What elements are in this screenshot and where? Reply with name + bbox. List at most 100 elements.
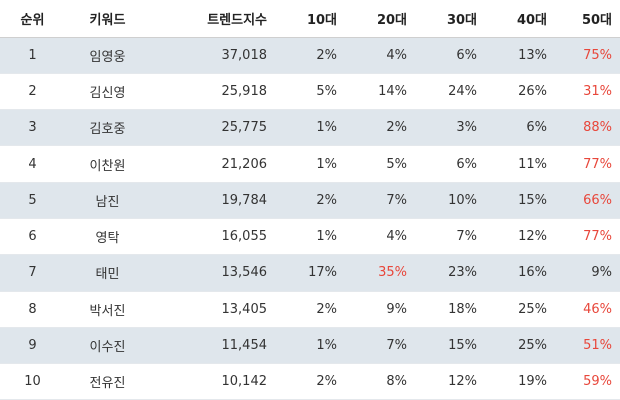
cell-age-30s: 23% bbox=[415, 254, 485, 292]
cell-age-40s: 15% bbox=[485, 182, 555, 219]
cell-age-40s: 19% bbox=[485, 363, 555, 400]
cell-age-50s: 66% bbox=[555, 182, 620, 219]
table-row: 3 김호중 25,775 1% 2% 3% 6% 88% bbox=[0, 109, 620, 147]
header-age-30s: 30대 bbox=[415, 0, 485, 38]
cell-age-20s: 4% bbox=[345, 37, 415, 74]
cell-age-20s: 8% bbox=[345, 363, 415, 400]
cell-age-20s: 4% bbox=[345, 218, 415, 256]
cell-rank: 5 bbox=[0, 182, 65, 219]
cell-trend-index: 13,546 bbox=[150, 254, 275, 292]
table-row: 7 태민 13,546 17% 35% 23% 16% 9% bbox=[0, 254, 620, 292]
cell-rank: 9 bbox=[0, 327, 65, 365]
cell-age-10s: 5% bbox=[275, 73, 345, 111]
cell-keyword: 태민 bbox=[65, 254, 150, 292]
table-row: 5 남진 19,784 2% 7% 10% 15% 66% bbox=[0, 182, 620, 219]
cell-age-40s: 12% bbox=[485, 218, 555, 256]
cell-age-10s: 1% bbox=[275, 218, 345, 256]
cell-age-10s: 2% bbox=[275, 363, 345, 400]
cell-rank: 1 bbox=[0, 37, 65, 74]
header-trend-index: 트렌드지수 bbox=[150, 0, 275, 38]
cell-age-40s: 25% bbox=[485, 327, 555, 365]
cell-age-50s: 77% bbox=[555, 218, 620, 256]
cell-age-20s: 35% bbox=[345, 254, 415, 292]
cell-age-20s: 7% bbox=[345, 182, 415, 219]
header-age-40s: 40대 bbox=[485, 0, 555, 38]
cell-trend-index: 25,918 bbox=[150, 73, 275, 111]
cell-age-30s: 18% bbox=[415, 291, 485, 328]
table-header-row: 순위 키워드 트렌드지수 10대 20대 30대 40대 50대 bbox=[0, 0, 620, 38]
table-row: 6 영탁 16,055 1% 4% 7% 12% 77% bbox=[0, 218, 620, 256]
cell-trend-index: 16,055 bbox=[150, 218, 275, 256]
cell-age-20s: 2% bbox=[345, 109, 415, 147]
cell-trend-index: 37,018 bbox=[150, 37, 275, 74]
cell-keyword: 이찬원 bbox=[65, 145, 150, 183]
cell-age-30s: 3% bbox=[415, 109, 485, 147]
cell-keyword: 영탁 bbox=[65, 218, 150, 256]
header-age-10s: 10대 bbox=[275, 0, 345, 38]
cell-trend-index: 21,206 bbox=[150, 145, 275, 183]
cell-age-30s: 24% bbox=[415, 73, 485, 111]
cell-keyword: 임영웅 bbox=[65, 37, 150, 74]
table-row: 2 김신영 25,918 5% 14% 24% 26% 31% bbox=[0, 73, 620, 111]
cell-rank: 10 bbox=[0, 363, 65, 400]
cell-rank: 2 bbox=[0, 73, 65, 111]
cell-age-30s: 15% bbox=[415, 327, 485, 365]
cell-age-40s: 25% bbox=[485, 291, 555, 328]
cell-rank: 6 bbox=[0, 218, 65, 256]
cell-trend-index: 25,775 bbox=[150, 109, 275, 147]
cell-age-50s: 77% bbox=[555, 145, 620, 183]
cell-rank: 4 bbox=[0, 145, 65, 183]
cell-age-50s: 31% bbox=[555, 73, 620, 111]
cell-age-10s: 2% bbox=[275, 291, 345, 328]
table-row: 9 이수진 11,454 1% 7% 15% 25% 51% bbox=[0, 327, 620, 365]
table-body: 1 임영웅 37,018 2% 4% 6% 13% 75% 2 김신영 25,918 5% 14% 24%… bbox=[0, 37, 620, 400]
table-row: 10 전유진 10,142 2% 8% 12% 19% 59% bbox=[0, 363, 620, 400]
cell-age-30s: 10% bbox=[415, 182, 485, 219]
cell-keyword: 전유진 bbox=[65, 363, 150, 400]
cell-age-50s: 75% bbox=[555, 37, 620, 74]
cell-rank: 8 bbox=[0, 291, 65, 328]
cell-trend-index: 13,405 bbox=[150, 291, 275, 328]
cell-keyword: 김호중 bbox=[65, 109, 150, 147]
cell-age-20s: 14% bbox=[345, 73, 415, 111]
cell-age-40s: 11% bbox=[485, 145, 555, 183]
cell-age-10s: 17% bbox=[275, 254, 345, 292]
cell-age-10s: 1% bbox=[275, 327, 345, 365]
cell-trend-index: 10,142 bbox=[150, 363, 275, 400]
header-keyword: 키워드 bbox=[65, 0, 150, 38]
cell-age-10s: 1% bbox=[275, 109, 345, 147]
cell-age-20s: 7% bbox=[345, 327, 415, 365]
cell-age-10s: 1% bbox=[275, 145, 345, 183]
cell-age-20s: 5% bbox=[345, 145, 415, 183]
header-age-50s: 50대 bbox=[555, 0, 620, 38]
cell-age-50s: 88% bbox=[555, 109, 620, 147]
cell-age-40s: 16% bbox=[485, 254, 555, 292]
table-row: 4 이찬원 21,206 1% 5% 6% 11% 77% bbox=[0, 145, 620, 183]
cell-age-50s: 51% bbox=[555, 327, 620, 365]
cell-age-50s: 46% bbox=[555, 291, 620, 328]
cell-rank: 3 bbox=[0, 109, 65, 147]
header-age-20s: 20대 bbox=[345, 0, 415, 38]
cell-age-30s: 6% bbox=[415, 145, 485, 183]
cell-age-50s: 9% bbox=[555, 254, 620, 292]
cell-keyword: 이수진 bbox=[65, 327, 150, 365]
header-rank: 순위 bbox=[0, 0, 65, 38]
cell-rank: 7 bbox=[0, 254, 65, 292]
table-row: 1 임영웅 37,018 2% 4% 6% 13% 75% bbox=[0, 37, 620, 74]
cell-age-50s: 59% bbox=[555, 363, 620, 400]
cell-trend-index: 19,784 bbox=[150, 182, 275, 219]
cell-age-40s: 26% bbox=[485, 73, 555, 111]
table-row: 8 박서진 13,405 2% 9% 18% 25% 46% bbox=[0, 291, 620, 328]
cell-age-20s: 9% bbox=[345, 291, 415, 328]
cell-age-10s: 2% bbox=[275, 37, 345, 74]
cell-age-10s: 2% bbox=[275, 182, 345, 219]
cell-keyword: 김신영 bbox=[65, 73, 150, 111]
cell-age-30s: 7% bbox=[415, 218, 485, 256]
cell-age-40s: 13% bbox=[485, 37, 555, 74]
cell-trend-index: 11,454 bbox=[150, 327, 275, 365]
cell-age-30s: 12% bbox=[415, 363, 485, 400]
cell-age-40s: 6% bbox=[485, 109, 555, 147]
cell-age-30s: 6% bbox=[415, 37, 485, 74]
cell-keyword: 남진 bbox=[65, 182, 150, 219]
